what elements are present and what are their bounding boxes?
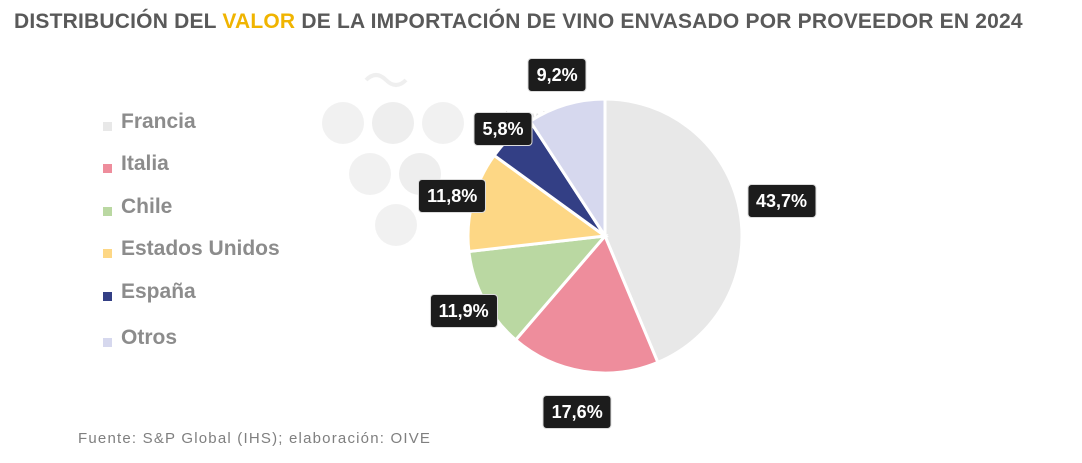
legend-swatch [103,291,112,301]
data-label: 5,8% [473,111,533,146]
legend-label: España [121,280,196,303]
pie-slice [603,97,744,365]
legend-swatch [103,248,112,258]
watermark-grape [422,102,464,144]
chart-title-suffix: DE LA IMPORTACIÓN DE VINO ENVASADO POR P… [295,10,1023,33]
legend-item: Estados Unidos [103,235,280,263]
legend-label: Chile [121,195,173,218]
data-label: 9,2% [527,58,587,92]
legend-item: España [103,278,196,306]
pie-slice [513,233,660,375]
legend-label: Otros [121,326,178,349]
chart-title-prefix: DISTRIBUCIÓN DEL [14,10,223,33]
chart-title: DISTRIBUCIÓN DEL VALOR DE LA IMPORTACIÓN… [14,10,1023,34]
data-label: 17,6% [542,394,612,429]
legend-item: Francia [103,108,196,136]
legend-label: Italia [121,152,169,175]
legend-item: Otros [103,324,177,352]
data-label: 11,8% [418,178,487,213]
legend-swatch [103,337,112,347]
watermark-grape [322,102,364,144]
watermark-grape [372,102,414,144]
source-note: Fuente: S&P Global (IHS); elaboración: O… [78,430,432,447]
legend-item: Chile [103,193,172,221]
watermark-grape [375,204,417,246]
legend-swatch [103,163,112,173]
watermark-tilde [364,73,408,87]
legend-label: Estados Unidos [121,237,280,260]
legend-item: Italia [103,150,169,178]
watermark-grape [349,153,391,195]
data-label: 43,7% [746,183,817,218]
data-label: 11,9% [429,293,498,328]
legend-swatch [103,206,112,216]
chart-title-highlight: VALOR [222,10,296,33]
legend-label: Francia [121,110,196,133]
legend-swatch [103,121,112,131]
